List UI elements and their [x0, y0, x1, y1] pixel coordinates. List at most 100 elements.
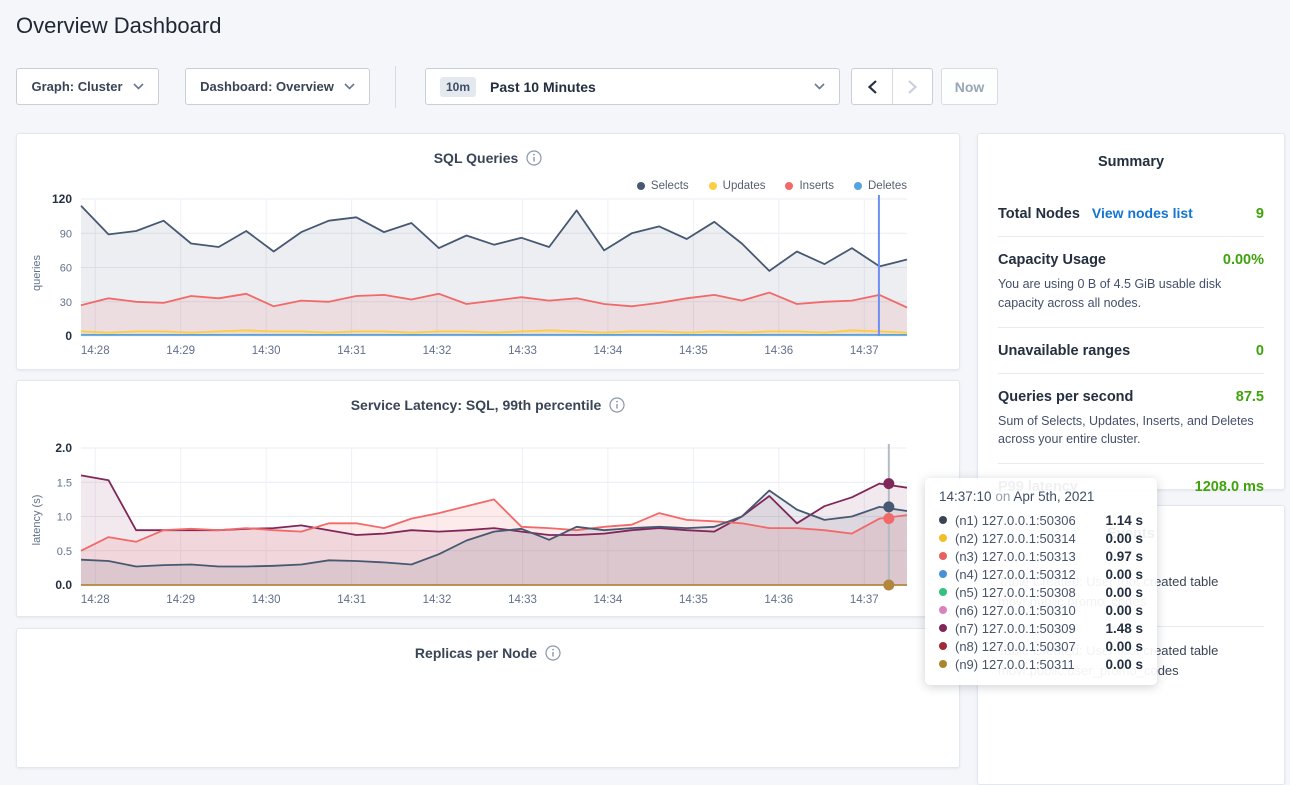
node-dot-icon — [939, 516, 947, 524]
tooltip-node-value: 0.97 s — [1105, 548, 1143, 564]
info-icon[interactable] — [545, 645, 561, 661]
tooltip-row: (n4) 127.0.0.1:50312 0.00 s — [939, 565, 1143, 583]
svg-text:0: 0 — [65, 329, 72, 343]
summary-title: Summary — [1097, 154, 1165, 170]
tooltip-node-label: (n8) 127.0.0.1:50307 — [955, 638, 1076, 654]
svg-text:14:36: 14:36 — [764, 594, 793, 606]
sql-queries-chart-card: SQL Queries Selects Updates Inserts Dele… — [16, 133, 960, 370]
tooltip-date: Apr 5th, 2021 — [1013, 489, 1095, 504]
tooltip-node-value: 0.00 s — [1105, 584, 1143, 600]
svg-text:14:34: 14:34 — [594, 345, 623, 357]
svg-text:14:37: 14:37 — [850, 345, 879, 357]
replicas-chart-title: Replicas per Node — [414, 645, 538, 661]
tooltip-node-label: (n6) 127.0.0.1:50310 — [955, 602, 1076, 618]
tooltip-row: (n3) 127.0.0.1:50313 0.97 s — [939, 547, 1143, 565]
time-range-select[interactable]: 10m Past 10 Minutes — [425, 68, 840, 105]
sql-queries-chart-title: SQL Queries — [433, 150, 519, 166]
time-back-button[interactable] — [852, 69, 892, 104]
summary-label: Capacity Usage — [998, 252, 1106, 268]
svg-text:14:29: 14:29 — [166, 594, 195, 606]
info-icon[interactable] — [609, 397, 625, 413]
tooltip-node-value: 1.48 s — [1105, 620, 1143, 636]
summary-row-queries-per-second: Queries per second 87.5 Sum of Selects, … — [998, 372, 1264, 464]
legend-item-inserts[interactable]: Inserts — [785, 180, 834, 192]
legend-item-updates[interactable]: Updates — [708, 180, 766, 192]
tooltip-node-label: (n7) 127.0.0.1:50309 — [955, 620, 1076, 636]
node-dot-icon — [939, 588, 947, 596]
svg-text:14:33: 14:33 — [508, 345, 537, 357]
time-step-controls — [851, 68, 933, 105]
svg-text:14:33: 14:33 — [508, 594, 537, 606]
time-range-badge: 10m — [440, 76, 477, 97]
dashboard-dropdown-label: Dashboard: Overview — [200, 79, 334, 94]
svg-text:14:30: 14:30 — [252, 345, 281, 357]
svg-text:2.0: 2.0 — [55, 441, 72, 455]
tooltip-row: (n1) 127.0.0.1:50306 1.14 s — [939, 511, 1143, 529]
legend-label: Updates — [722, 180, 766, 192]
svg-text:0.0: 0.0 — [55, 578, 72, 592]
legend-item-deletes[interactable]: Deletes — [854, 180, 907, 192]
service-latency-chart[interactable]: 0.0 0.5 1.0 1.5 2.0 14:28 14:29 14:30 14:31 14:32… — [17, 441, 927, 617]
svg-text:14:29: 14:29 — [166, 345, 195, 357]
chevron-down-icon — [814, 83, 825, 90]
tooltip-node-label: (n5) 127.0.0.1:50308 — [955, 584, 1076, 600]
svg-text:14:28: 14:28 — [81, 594, 110, 606]
time-range-label: Past 10 Minutes — [490, 78, 596, 95]
node-dot-icon — [939, 570, 947, 578]
node-dot-icon — [939, 552, 947, 560]
legend-item-selects[interactable]: Selects — [636, 180, 689, 192]
tooltip-node-value: 0.00 s — [1105, 638, 1143, 654]
replicas-chart-card: Replicas per Node — [16, 628, 960, 768]
time-forward-button[interactable] — [892, 69, 932, 104]
chevron-down-icon — [344, 83, 355, 90]
toolbar-divider — [395, 66, 396, 108]
legend-label: Selects — [650, 180, 689, 192]
summary-desc: You are using 0 B of 4.5 GiB usable disk… — [998, 277, 1222, 310]
graph-dropdown[interactable]: Graph: Cluster — [16, 68, 159, 105]
svg-text:90: 90 — [60, 228, 72, 240]
sql-queries-chart[interactable]: 0 30 60 90 120 14:28 14:29 14:30 14:31 14:32 14:33… — [17, 192, 927, 368]
view-nodes-list-link[interactable]: View nodes list — [1091, 205, 1193, 221]
svg-text:14:28: 14:28 — [81, 345, 110, 357]
chart-tooltip: 14:37:10 on Apr 5th, 2021 (n1) 127.0.0.1… — [925, 478, 1157, 685]
summary-rows: Total Nodes View nodes list 9 Capacity U… — [998, 190, 1264, 509]
tooltip-row: (n5) 127.0.0.1:50308 0.00 s — [939, 583, 1143, 601]
tooltip-row: (n2) 127.0.0.1:50314 0.00 s — [939, 529, 1143, 547]
legend-label: Inserts — [799, 180, 834, 192]
summary-value: 0.00% — [1222, 252, 1264, 268]
summary-row-unavailable-ranges: Unavailable ranges 0 — [998, 326, 1264, 373]
chevron-left-icon — [867, 79, 877, 94]
svg-text:1.5: 1.5 — [57, 477, 72, 489]
svg-text:120: 120 — [52, 192, 72, 206]
updates-dot-icon — [708, 182, 717, 190]
selects-dot-icon — [636, 182, 645, 190]
tooltip-row: (n7) 127.0.0.1:50309 1.48 s — [939, 619, 1143, 637]
service-latency-chart-card: Service Latency: SQL, 99th percentile la… — [16, 380, 960, 617]
svg-text:0.5: 0.5 — [57, 546, 72, 558]
tooltip-on-word: on — [995, 489, 1011, 504]
info-icon[interactable] — [526, 150, 542, 166]
tooltip-node-label: (n1) 127.0.0.1:50306 — [955, 512, 1076, 528]
dashboard-dropdown[interactable]: Dashboard: Overview — [185, 68, 370, 105]
tooltip-node-label: (n4) 127.0.0.1:50312 — [955, 566, 1076, 582]
svg-text:14:34: 14:34 — [594, 594, 623, 606]
tooltip-row: (n9) 127.0.0.1:50311 0.00 s — [939, 655, 1143, 673]
chevron-down-icon — [132, 83, 144, 90]
legend-label: Deletes — [868, 180, 907, 192]
tooltip-timestamp: 14:37:10 on Apr 5th, 2021 — [939, 489, 1143, 504]
svg-text:60: 60 — [60, 263, 72, 275]
now-button[interactable]: Now — [941, 68, 998, 105]
tooltip-node-value: 1.14 s — [1105, 512, 1143, 528]
inserts-dot-icon — [785, 182, 794, 190]
chevron-right-icon — [908, 79, 917, 94]
summary-value: 1208.0 ms — [1194, 479, 1264, 495]
node-dot-icon — [939, 660, 947, 668]
summary-label: Total Nodes — [998, 206, 1080, 222]
svg-text:14:35: 14:35 — [679, 594, 708, 606]
svg-text:14:35: 14:35 — [679, 345, 708, 357]
summary-value: 9 — [1255, 206, 1264, 222]
svg-text:14:32: 14:32 — [423, 594, 452, 606]
summary-value: 87.5 — [1235, 388, 1264, 405]
node-dot-icon — [939, 606, 947, 614]
svg-text:14:37: 14:37 — [850, 594, 879, 606]
